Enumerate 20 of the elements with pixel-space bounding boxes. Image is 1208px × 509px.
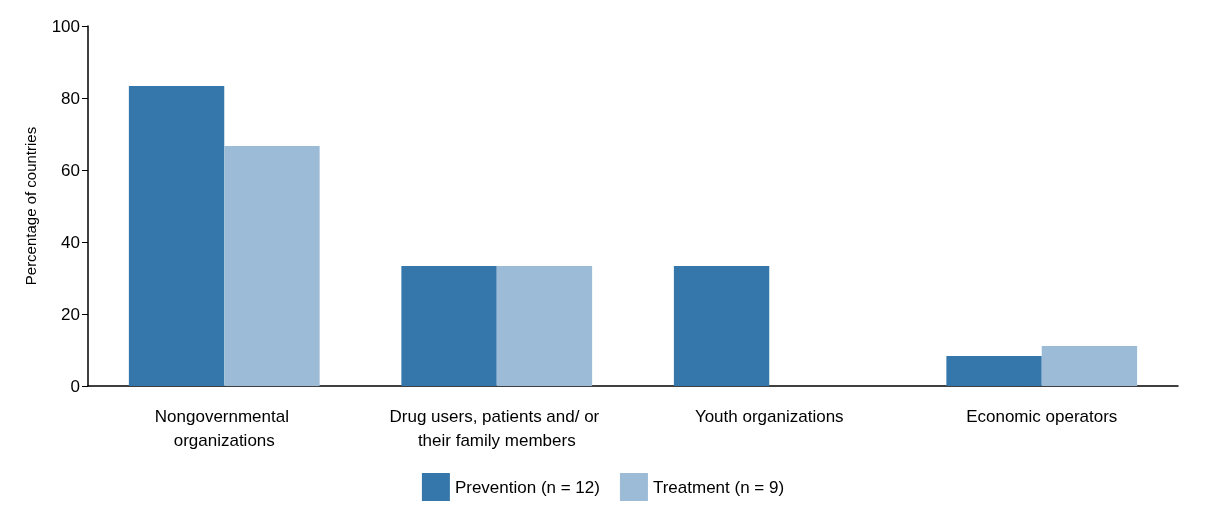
- x-tick-label: Nongovernmental organizations: [154, 406, 294, 450]
- y-tick-label: 20: [61, 304, 80, 324]
- y-tick-label: 80: [61, 88, 80, 108]
- bar: [496, 266, 593, 386]
- bar: [224, 145, 320, 386]
- legend-label: Prevention (n = 12): [454, 477, 600, 497]
- bar: [128, 86, 225, 386]
- legend-label: Treatment (n = 9): [652, 477, 785, 497]
- bar: [1041, 346, 1138, 386]
- x-tick-label: Economic operators: [966, 406, 1118, 426]
- x-tick-label: Drug users, patients and/ or their family members: [389, 406, 605, 450]
- bar: [401, 266, 497, 386]
- bar: [946, 356, 1042, 386]
- y-tick-label: 100: [51, 16, 80, 36]
- y-axis-title: Percentage of countries: [22, 126, 39, 286]
- x-tick-label: Youth organizations: [694, 406, 844, 426]
- y-tick-label: 40: [61, 232, 80, 252]
- bar: [673, 266, 770, 386]
- y-tick-label: 60: [61, 160, 80, 180]
- y-tick-label: 0: [70, 376, 80, 396]
